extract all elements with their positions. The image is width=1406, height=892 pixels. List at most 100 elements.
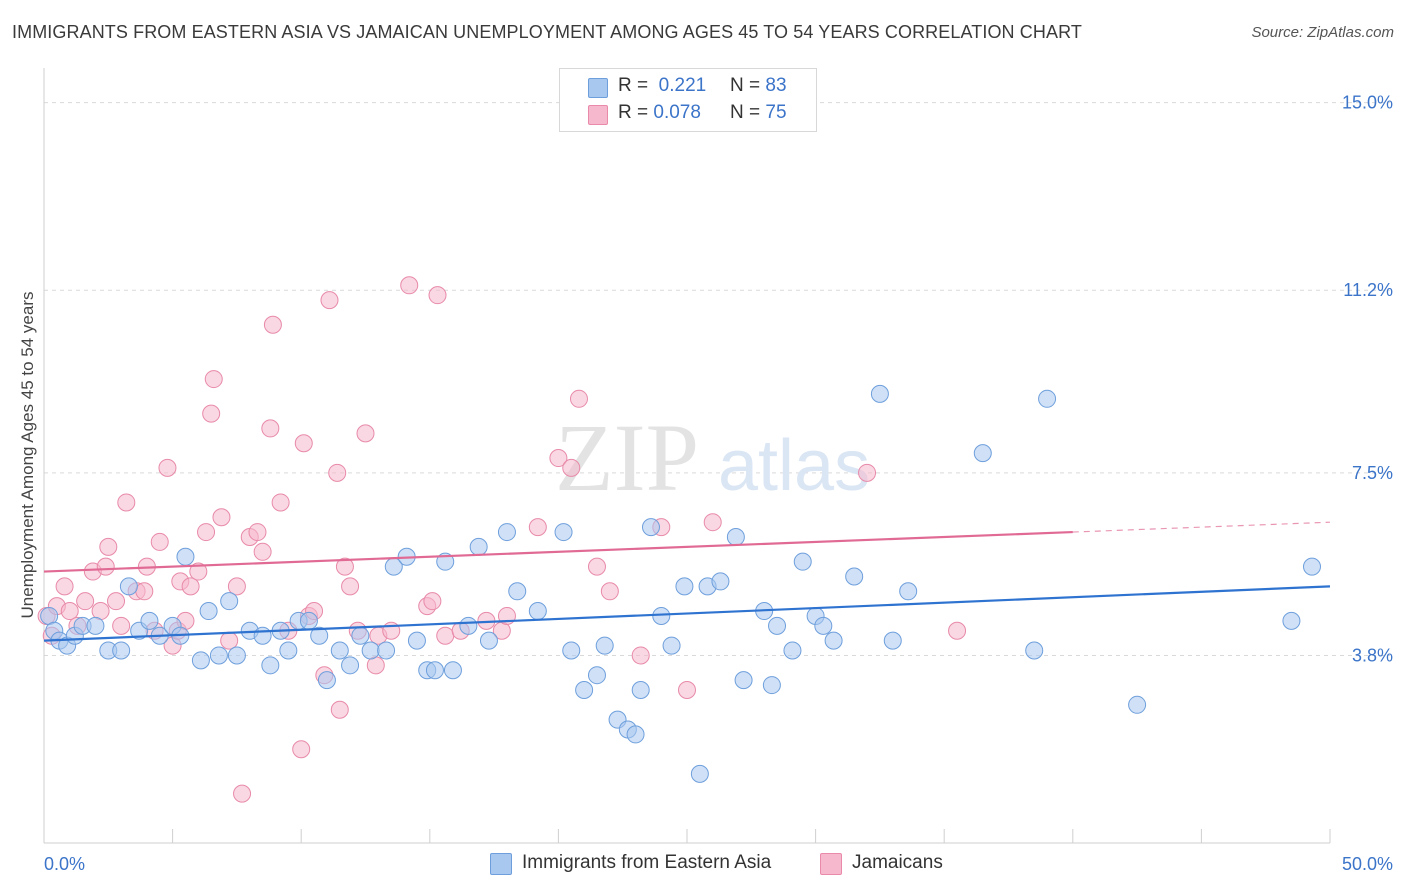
- y-tick-label: 15.0%: [1342, 93, 1393, 113]
- data-point-eastern-asia: [824, 631, 843, 650]
- stats-legend: R = 0.221 N = 83 R = 0.078 N = 75: [559, 68, 817, 132]
- data-point-eastern-asia: [575, 681, 594, 699]
- watermark-zip: ZIP: [555, 404, 699, 511]
- data-point-eastern-asia: [768, 616, 787, 635]
- data-point-eastern-asia: [425, 661, 444, 680]
- data-point-jamaicans: [328, 463, 347, 482]
- blue-swatch: [490, 853, 512, 875]
- data-point-eastern-asia: [711, 572, 730, 591]
- data-point-eastern-asia: [377, 641, 396, 660]
- data-point-eastern-asia: [310, 626, 329, 645]
- axes: [43, 68, 1331, 844]
- r-label: R =: [618, 75, 649, 96]
- data-point-jamaicans: [96, 557, 115, 576]
- data-point-jamaicans: [55, 577, 74, 596]
- data-point-jamaicans: [112, 616, 131, 635]
- watermark: ZIP atlas: [555, 404, 870, 511]
- data-point-eastern-asia: [562, 641, 581, 660]
- data-point-eastern-asia: [459, 616, 478, 635]
- data-point-eastern-asia: [554, 523, 573, 542]
- data-point-eastern-asia: [279, 641, 298, 660]
- legend-label: Immigrants from Eastern Asia: [522, 852, 772, 873]
- data-point-eastern-asia: [112, 641, 131, 660]
- data-point-eastern-asia: [1038, 389, 1057, 408]
- data-point-eastern-asia: [261, 656, 280, 675]
- x-tick-label: 0.0%: [44, 854, 85, 874]
- y-tick-label: 3.8%: [1352, 645, 1393, 665]
- data-point-eastern-asia: [631, 681, 650, 699]
- tick-labels: 3.8% 7.5% 11.2% 15.0% 0.0% 50.0%: [44, 93, 1393, 874]
- r-value: 0.078: [653, 102, 701, 123]
- data-point-jamaicans: [528, 518, 547, 537]
- data-point-jamaicans: [330, 700, 349, 719]
- data-point-jamaicans: [294, 434, 313, 453]
- legend-label: Jamaicans: [852, 852, 943, 873]
- data-point-eastern-asia: [899, 582, 918, 601]
- chart-title: IMMIGRANTS FROM EASTERN ASIA VS JAMAICAN…: [12, 22, 1082, 42]
- data-point-eastern-asia: [227, 646, 246, 665]
- data-point-eastern-asia: [1025, 641, 1044, 660]
- y-tick-label: 7.5%: [1352, 463, 1393, 483]
- data-point-eastern-asia: [497, 523, 516, 542]
- data-point-eastern-asia: [479, 631, 498, 650]
- trend-line-jamaicans-extension: [1072, 521, 1331, 533]
- data-point-jamaicans: [428, 286, 447, 305]
- data-point-eastern-asia: [341, 656, 360, 675]
- data-point-eastern-asia: [299, 611, 318, 630]
- data-point-eastern-asia: [436, 552, 455, 571]
- data-point-jamaicans: [189, 562, 208, 581]
- data-point-eastern-asia: [469, 537, 488, 556]
- data-point-eastern-asia: [793, 552, 812, 571]
- data-point-jamaicans: [60, 602, 79, 621]
- data-point-eastern-asia: [641, 518, 660, 537]
- data-point-eastern-asia: [587, 666, 606, 685]
- data-point-jamaicans: [202, 404, 221, 423]
- data-point-jamaicans: [227, 577, 246, 596]
- trend-line-jamaicans: [43, 530, 1073, 573]
- data-point-jamaicans: [263, 315, 282, 334]
- data-point-eastern-asia: [675, 577, 694, 596]
- data-point-eastern-asia: [140, 611, 159, 630]
- data-point-eastern-asia: [253, 626, 272, 645]
- pink-swatch: [588, 105, 608, 125]
- data-point-eastern-asia: [870, 384, 889, 403]
- data-point-jamaicans: [261, 419, 280, 438]
- n-value: 75: [765, 102, 787, 123]
- data-point-jamaicans: [587, 557, 606, 576]
- data-point-jamaicans: [150, 532, 169, 551]
- data-point-jamaicans: [181, 577, 200, 596]
- data-point-eastern-asia: [973, 444, 992, 463]
- data-point-eastern-asia: [1282, 611, 1301, 630]
- grid-lines: [44, 102, 1390, 656]
- data-point-eastern-asia: [690, 764, 709, 783]
- data-point-jamaicans: [569, 389, 588, 408]
- data-point-jamaicans: [356, 424, 375, 443]
- data-point-jamaicans: [76, 592, 95, 611]
- data-point-eastern-asia: [662, 636, 681, 655]
- data-point-jamaicans: [703, 513, 722, 532]
- data-point-jamaicans: [436, 626, 455, 645]
- data-point-jamaicans: [107, 592, 126, 611]
- data-point-eastern-asia: [86, 616, 105, 635]
- n-label: N =: [730, 102, 761, 123]
- data-point-eastern-asia: [220, 592, 239, 611]
- data-point-eastern-asia: [361, 641, 380, 660]
- data-point-eastern-asia: [209, 646, 228, 665]
- data-point-jamaicans: [562, 458, 581, 477]
- data-point-eastern-asia: [407, 631, 426, 650]
- r-label: R =: [618, 102, 649, 123]
- data-point-eastern-asia: [191, 651, 210, 670]
- data-point-eastern-asia: [626, 725, 645, 744]
- data-point-eastern-asia: [1128, 695, 1147, 714]
- data-point-eastern-asia: [783, 641, 802, 660]
- n-value: 83: [765, 75, 787, 96]
- data-point-jamaicans: [212, 508, 231, 527]
- data-point-jamaicans: [423, 592, 442, 611]
- n-label: N =: [730, 75, 761, 96]
- data-point-jamaicans: [549, 449, 568, 468]
- data-point-eastern-asia: [652, 606, 671, 625]
- data-point-eastern-asia: [199, 602, 218, 621]
- data-point-jamaicans: [858, 463, 877, 482]
- data-point-jamaicans: [233, 784, 252, 803]
